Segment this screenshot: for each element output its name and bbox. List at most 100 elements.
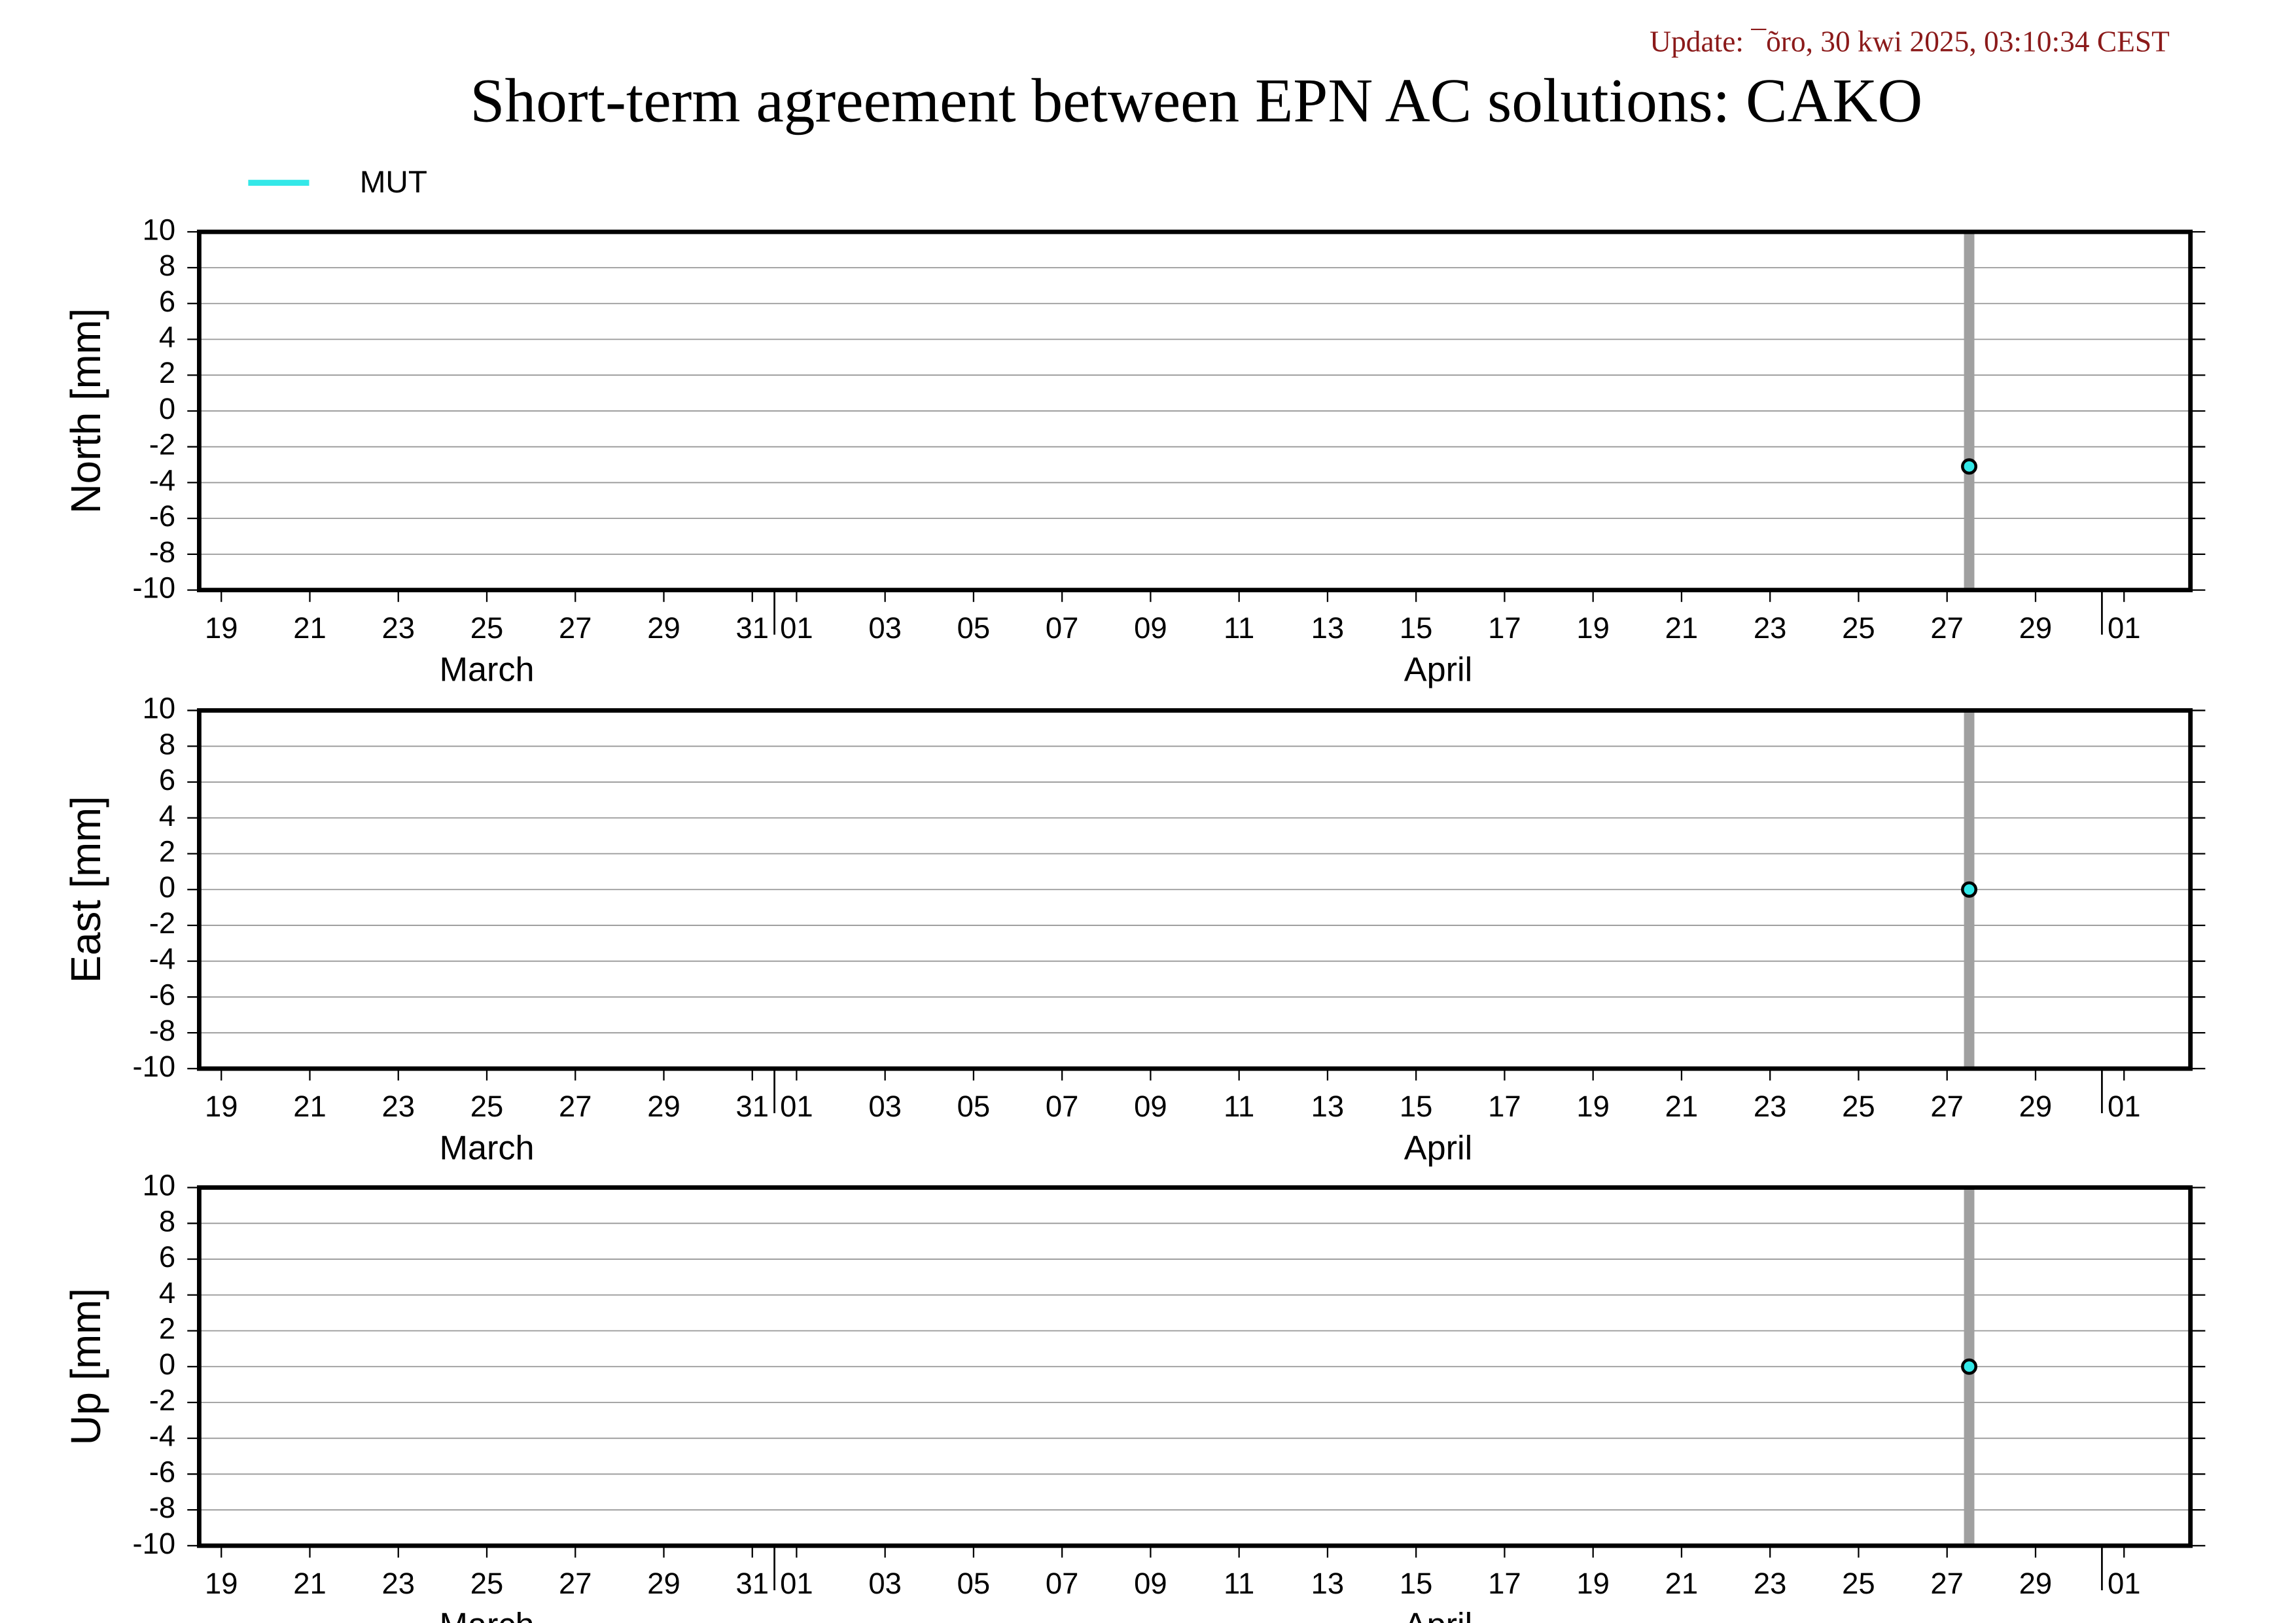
y-tick-label: -4 xyxy=(149,463,175,497)
plot-frame xyxy=(197,708,2193,1071)
month-label: March xyxy=(439,1130,534,1168)
x-tick-label: 19 xyxy=(1576,1090,1610,1123)
x-tick-label: 23 xyxy=(381,1567,415,1600)
x-tick-label: 23 xyxy=(1754,1090,1787,1123)
y-tick-label: 6 xyxy=(159,285,175,318)
y-tick-label: 4 xyxy=(159,799,175,832)
x-tick-label: 21 xyxy=(1665,611,1699,645)
month-label: March xyxy=(439,651,534,688)
y-tick-label: 8 xyxy=(159,1204,175,1238)
y-tick-label: 2 xyxy=(159,1312,175,1346)
x-tick-label: 27 xyxy=(559,611,592,645)
y-tick-label: -6 xyxy=(149,499,175,533)
x-tick-label: 15 xyxy=(1400,1567,1433,1600)
x-tick-label: 11 xyxy=(1224,1567,1254,1600)
x-tick-label: 17 xyxy=(1488,611,1521,645)
x-tick-label: 03 xyxy=(868,1090,902,1123)
x-tick-label: 27 xyxy=(559,1567,592,1600)
x-tick-label: 09 xyxy=(1134,1567,1167,1600)
y-tick-label: -8 xyxy=(149,1014,175,1047)
x-tick-label: 01 xyxy=(780,611,813,645)
x-tick-label: 19 xyxy=(1576,611,1610,645)
x-tick-label: 13 xyxy=(1311,1090,1345,1123)
x-tick-label: 21 xyxy=(1665,1090,1699,1123)
y-tick-label: 8 xyxy=(159,727,175,760)
x-tick-label: 23 xyxy=(381,1090,415,1123)
x-tick-label: 19 xyxy=(205,1090,238,1123)
x-tick-label: 17 xyxy=(1488,1567,1521,1600)
month-label: April xyxy=(1404,1607,1472,1623)
x-tick-label: 05 xyxy=(957,611,991,645)
x-tick-label: 31 xyxy=(736,611,769,645)
x-tick-label: 25 xyxy=(470,1090,504,1123)
x-tick-label: 21 xyxy=(293,611,327,645)
x-tick-label: 19 xyxy=(1576,1567,1610,1600)
y-tick-label: 10 xyxy=(143,1169,176,1202)
x-tick-label: 27 xyxy=(1930,1090,1964,1123)
y-tick-label: 10 xyxy=(143,692,176,725)
x-tick-label: 29 xyxy=(2019,1567,2053,1600)
x-tick-label: 09 xyxy=(1134,611,1167,645)
x-tick-label: 07 xyxy=(1046,1090,1079,1123)
x-tick-label: 17 xyxy=(1488,1090,1521,1123)
y-tick-label: 4 xyxy=(159,320,175,353)
x-tick-label: 15 xyxy=(1400,611,1433,645)
x-tick-label: 03 xyxy=(868,1567,902,1600)
data-point xyxy=(1961,1358,1978,1375)
x-tick-label: 25 xyxy=(1842,1090,1875,1123)
month-label: March xyxy=(439,1607,534,1623)
y-axis-label: East [mm] xyxy=(63,796,109,983)
x-tick-label: 27 xyxy=(559,1090,592,1123)
y-tick-label: 0 xyxy=(159,1347,175,1381)
x-tick-label: 29 xyxy=(647,611,680,645)
x-tick-label: 19 xyxy=(205,611,238,645)
x-tick-label: 01 xyxy=(780,1567,813,1600)
y-tick-label: -8 xyxy=(149,535,175,569)
data-point xyxy=(1961,458,1978,475)
x-tick-label: 15 xyxy=(1400,1090,1433,1123)
legend-label: MUT xyxy=(360,165,427,200)
x-tick-label: 25 xyxy=(470,1567,504,1600)
y-tick-label: 2 xyxy=(159,356,175,389)
x-tick-label: 03 xyxy=(868,611,902,645)
x-tick-label: 31 xyxy=(736,1090,769,1123)
x-tick-label: 19 xyxy=(205,1567,238,1600)
x-tick-label: 21 xyxy=(293,1567,327,1600)
x-tick-label: 11 xyxy=(1224,611,1254,645)
x-tick-label: 29 xyxy=(2019,1090,2053,1123)
x-tick-label: 29 xyxy=(2019,611,2053,645)
y-tick-label: -10 xyxy=(132,1050,175,1083)
x-tick-label: 01 xyxy=(780,1090,813,1123)
plot-frame xyxy=(197,1185,2193,1548)
y-tick-label: -8 xyxy=(149,1491,175,1524)
x-tick-label: 07 xyxy=(1046,1567,1079,1600)
x-tick-label: 13 xyxy=(1311,1567,1345,1600)
y-axis-label: Up [mm] xyxy=(63,1288,109,1445)
y-tick-label: 10 xyxy=(143,213,176,246)
month-label: April xyxy=(1404,651,1472,688)
y-tick-label: 4 xyxy=(159,1276,175,1310)
x-tick-label: 23 xyxy=(1754,1567,1787,1600)
x-tick-label: 07 xyxy=(1046,611,1079,645)
x-tick-label: 29 xyxy=(647,1090,680,1123)
x-tick-label: 01 xyxy=(2108,1567,2141,1600)
x-tick-label: 21 xyxy=(293,1090,327,1123)
x-tick-label: 09 xyxy=(1134,1090,1167,1123)
x-tick-label: 23 xyxy=(381,611,415,645)
y-tick-label: -6 xyxy=(149,1455,175,1488)
x-tick-label: 13 xyxy=(1311,611,1345,645)
x-tick-label: 31 xyxy=(736,1567,769,1600)
y-tick-label: -2 xyxy=(149,428,175,461)
y-tick-label: -2 xyxy=(149,906,175,940)
y-tick-label: 2 xyxy=(159,834,175,868)
x-tick-label: 25 xyxy=(470,611,504,645)
y-tick-label: 6 xyxy=(159,763,175,796)
x-tick-label: 23 xyxy=(1754,611,1787,645)
y-axis-label: North [mm] xyxy=(63,308,109,514)
x-tick-label: 27 xyxy=(1930,611,1964,645)
update-stamp: Update: ¯õro, 30 kwi 2025, 03:10:34 CEST xyxy=(1650,26,2170,58)
month-label: April xyxy=(1404,1130,1472,1168)
chart-title: Short-term agreement between EPN AC solu… xyxy=(470,65,1922,135)
